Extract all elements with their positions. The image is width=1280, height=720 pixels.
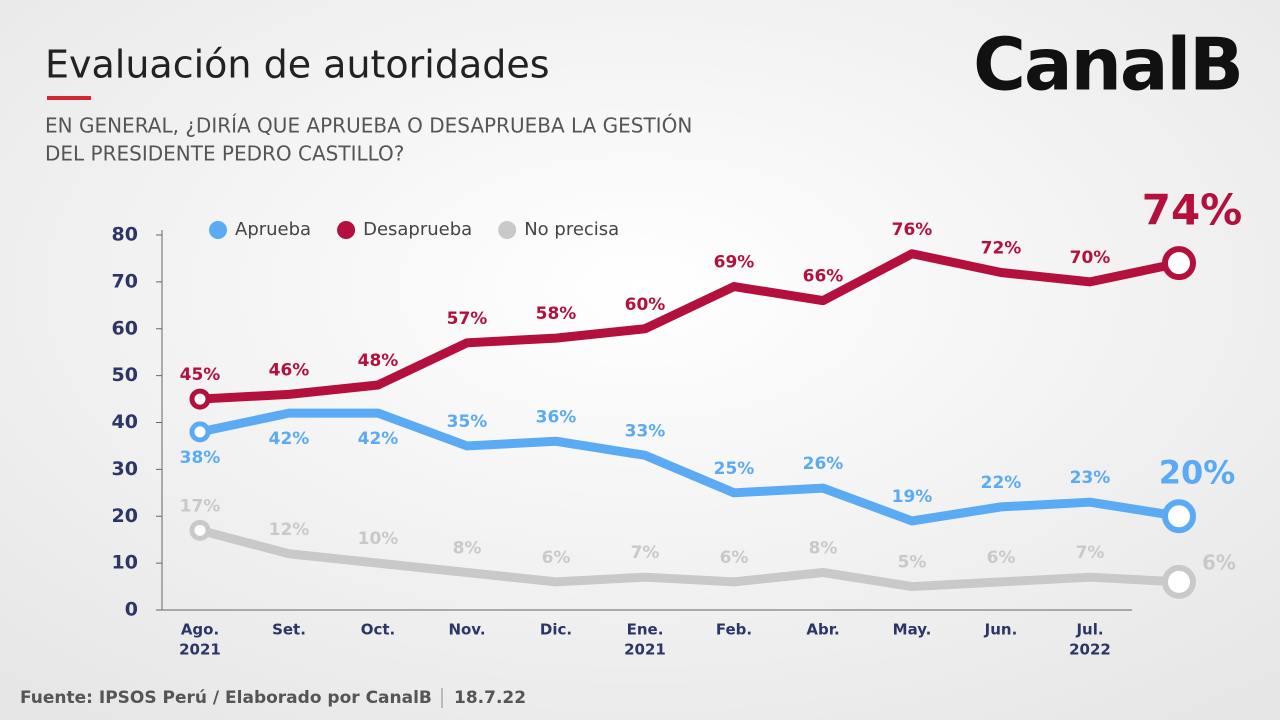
value-label: 35% (447, 412, 488, 432)
value-label: 76% (892, 220, 933, 240)
value-label: 20% (1159, 453, 1236, 491)
value-label: 8% (453, 539, 482, 559)
x-tick-label: 2021 (624, 641, 666, 659)
date: 18.7.22 (454, 688, 526, 708)
value-label: 57% (447, 309, 488, 329)
value-label: 17% (180, 496, 221, 516)
value-label: 6% (542, 548, 571, 568)
title-underline (47, 96, 91, 100)
subtitle: EN GENERAL, ¿DIRÍA QUE APRUEBA O DESAPRU… (45, 114, 692, 138)
x-tick-label: Oct. (361, 621, 396, 639)
value-label: 74% (1142, 186, 1243, 235)
y-tick-label: 20 (112, 505, 138, 527)
legend-label: Aprueba (235, 219, 311, 240)
series-line (198, 525, 1180, 592)
value-label: 6% (1202, 550, 1236, 574)
chart-title: Evaluación de autoridades (45, 43, 550, 87)
x-tick-label: Nov. (448, 621, 485, 639)
value-label: 42% (269, 429, 310, 449)
y-tick-label: 30 (112, 458, 138, 480)
value-label: 36% (536, 407, 577, 427)
x-tick-label: Feb. (716, 621, 752, 639)
start-marker (189, 388, 211, 410)
value-label: 6% (987, 548, 1016, 568)
legend-swatch (337, 221, 356, 239)
legend-label: No precisa (524, 219, 619, 240)
x-tick-label: 2022 (1069, 641, 1111, 659)
value-label: 26% (803, 454, 844, 474)
value-label: 72% (981, 239, 1022, 259)
value-label: 7% (631, 543, 660, 563)
y-tick-label: 0 (125, 599, 138, 621)
legend-label: Desaprueba (363, 219, 472, 240)
x-tick-label: Abr. (806, 621, 839, 639)
start-marker (189, 519, 211, 541)
y-tick-label: 10 (112, 552, 138, 574)
y-tick-label: 70 (112, 270, 138, 292)
value-label: 8% (809, 539, 838, 559)
y-tick-label: 60 (112, 317, 138, 339)
x-tick-label: Dic. (540, 621, 572, 639)
value-label: 6% (720, 548, 749, 568)
series-line (199, 408, 1180, 526)
x-tick-label: Set. (272, 621, 306, 639)
legend-swatch (498, 221, 517, 239)
y-tick-label: 50 (112, 364, 138, 386)
value-label: 42% (358, 429, 399, 449)
value-label: 25% (714, 459, 755, 479)
y-tick-label: 80 (112, 224, 138, 246)
value-label: 60% (625, 295, 666, 315)
series-line (199, 249, 1180, 404)
y-tick-label: 40 (112, 411, 138, 433)
subtitle: DEL PRESIDENTE PEDRO CASTILLO? (45, 142, 404, 166)
x-tick-label: Ene. (627, 621, 664, 639)
end-marker (1162, 499, 1196, 534)
value-label: 22% (981, 473, 1022, 493)
value-label: 45% (180, 365, 221, 385)
value-label: 19% (892, 487, 933, 507)
value-label: 12% (269, 520, 310, 540)
x-tick-label: 2021 (179, 641, 221, 659)
end-marker (1162, 246, 1196, 281)
value-label: 70% (1070, 248, 1111, 268)
value-label: 7% (1076, 543, 1105, 563)
end-marker (1162, 564, 1196, 599)
value-label: 69% (714, 253, 755, 273)
value-label: 23% (1070, 468, 1111, 488)
x-tick-label: Jun. (984, 621, 1018, 639)
value-label: 38% (180, 448, 221, 468)
start-marker (189, 421, 211, 443)
value-label: 58% (536, 304, 577, 324)
value-label: 46% (269, 360, 310, 380)
value-label: 5% (898, 553, 927, 573)
brand-logo: CanalB (973, 23, 1242, 107)
value-label: 10% (358, 529, 399, 549)
value-label: 66% (803, 267, 844, 287)
x-tick-label: Jul. (1075, 621, 1103, 639)
value-label: 33% (625, 421, 666, 441)
x-tick-label: May. (893, 621, 932, 639)
legend-swatch (209, 221, 227, 239)
value-label: 48% (358, 351, 399, 371)
source: Fuente: IPSOS Perú / Elaborado por Canal… (20, 688, 432, 708)
x-tick-label: Ago. (181, 621, 219, 639)
